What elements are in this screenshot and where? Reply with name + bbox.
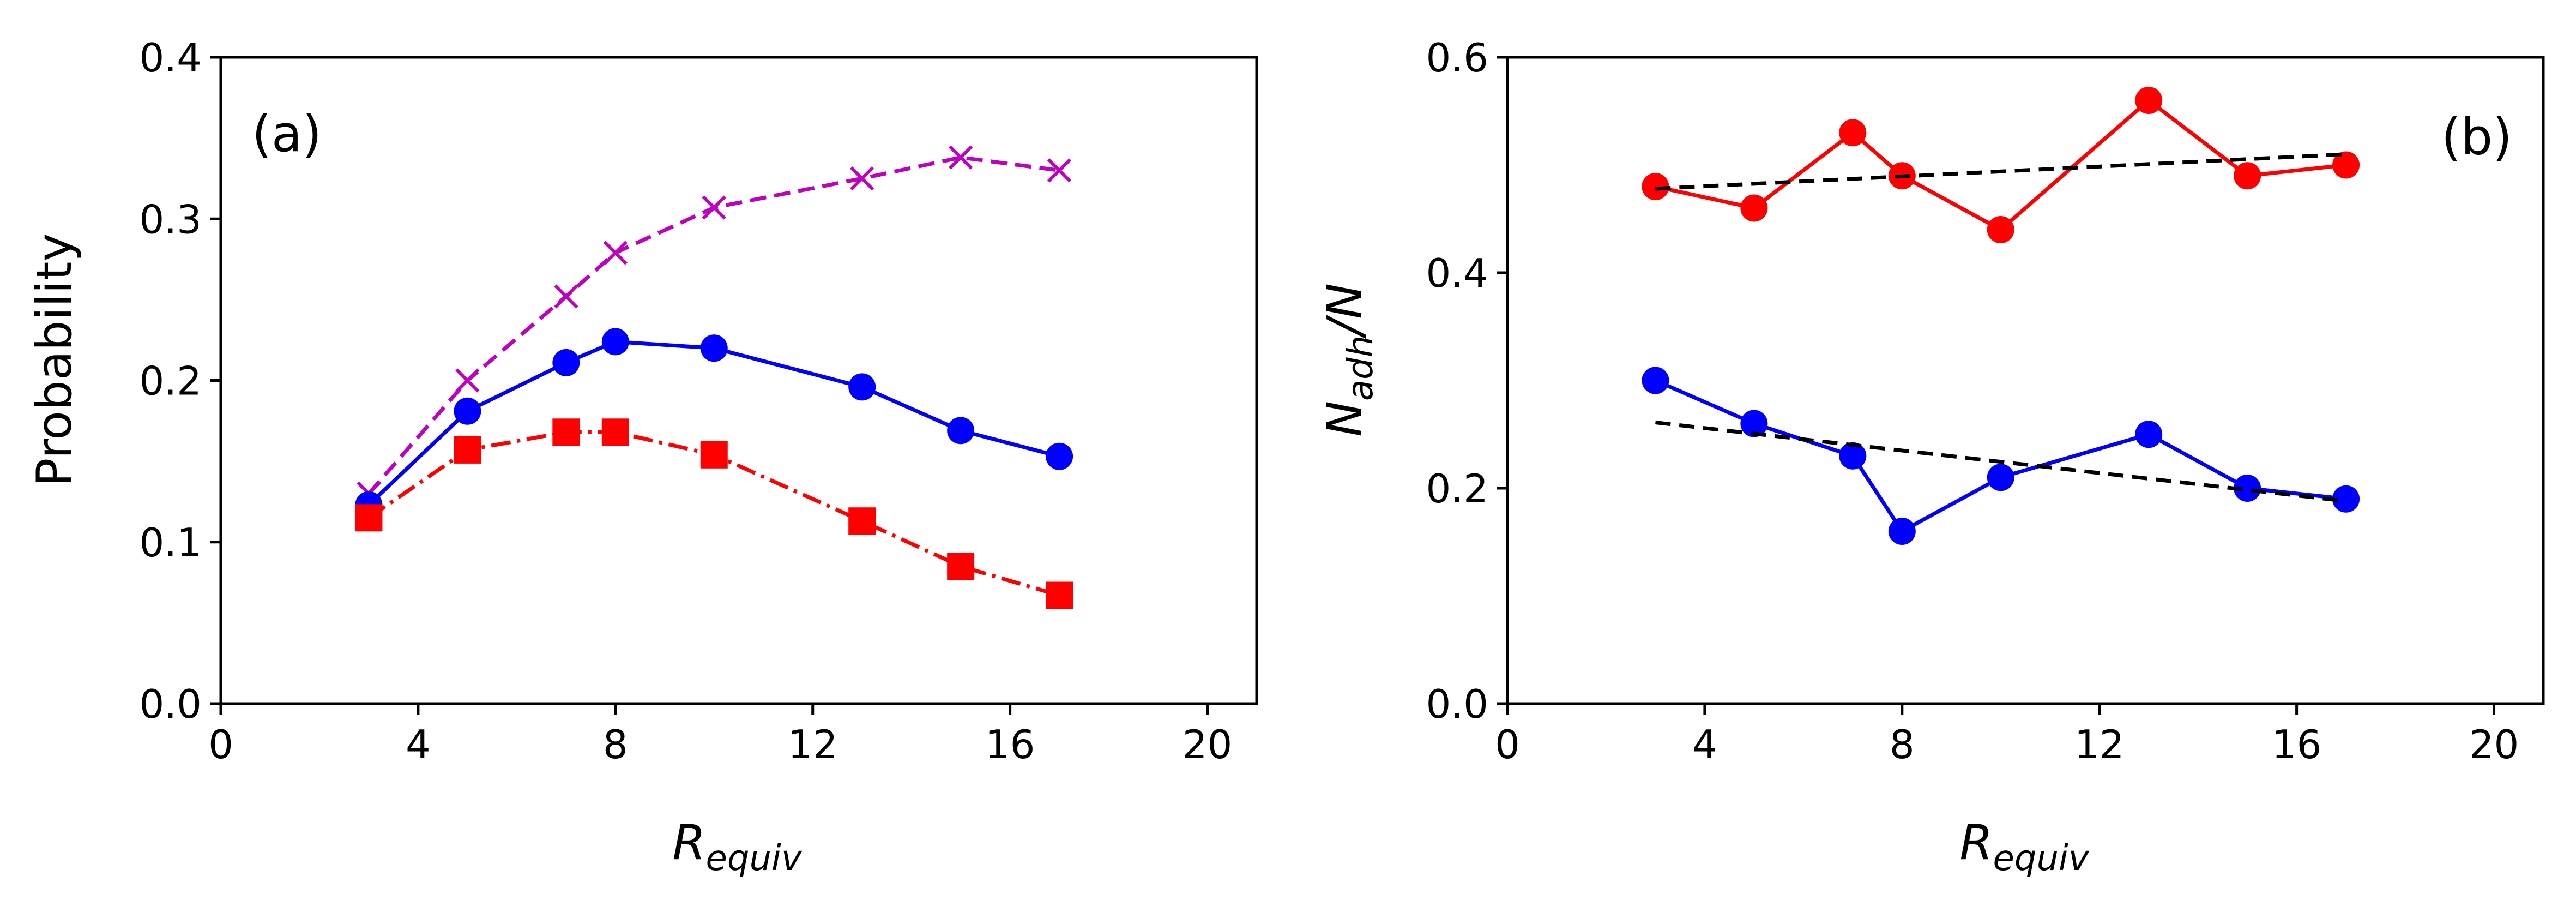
panel-a-xtick-label: 20: [1183, 722, 1233, 767]
panel-a-ylabel: Probability: [26, 233, 82, 487]
panel-b-ylabel-main-1: N: [1317, 401, 1373, 437]
panel-a-ytick-label: 0.1: [139, 520, 202, 566]
panel-b-xlabel: Requiv: [1959, 814, 2090, 879]
panel-a-point-red-dashdot-square: [454, 436, 481, 464]
panel-a-xlabel: Requiv: [672, 814, 803, 879]
panel-b-ylabel: Nadh/N: [1317, 283, 1381, 437]
panel-a-point-red-dashdot-square: [848, 507, 876, 535]
panel-b-series-red-fit-line: [1655, 152, 2346, 191]
panel-a-point-blue-solid-circle: [947, 417, 975, 445]
panel-b-point-blue-solid-circle: [1642, 367, 1669, 394]
panel-a-point-magenta-dashed-x: [603, 241, 628, 265]
panel-b-ticks: 0 4 8 12 16 20 0.0 0.2 0.4 0.6: [1426, 35, 2519, 767]
panel-a-xlabel-sub: equiv: [705, 838, 802, 879]
panel-b-point-red-solid-circle: [2234, 162, 2261, 190]
panel-b-point-red-solid-circle: [2135, 87, 2163, 114]
panel-b-xlabel-sub: equiv: [1993, 838, 2089, 879]
panel-b-point-red-solid-circle: [1839, 119, 1867, 147]
panel-a-frame: [219, 56, 1258, 705]
panel-b-label: (b): [2441, 108, 2512, 166]
panel-b-point-red-solid-circle: [1987, 216, 2014, 243]
panel-a-xtick-label: 8: [603, 722, 628, 767]
panel-b-xtick-label: 16: [2272, 722, 2322, 767]
panel-b-point-red-solid-circle: [1740, 194, 1768, 222]
panel-a-xtick-label: 16: [985, 722, 1035, 767]
panel-a-ytick-label: 0.3: [139, 196, 202, 242]
panel-a-point-red-dashdot-square: [552, 418, 580, 446]
panel-a-series-magenta-dashed-x: [367, 155, 1060, 495]
panel-b-xlabel-main: R: [1959, 814, 1993, 871]
panel-b-ytick-label: 0.4: [1426, 250, 1488, 296]
panel-b-series-red-solid-circle: [1655, 98, 2346, 232]
panel-a-point-red-dashdot-square: [355, 504, 383, 532]
panel-a-ytick-label: 0.4: [139, 35, 202, 81]
panel-b-ytick-label: 0.2: [1426, 466, 1488, 512]
panel-a-ytick-label: 0.2: [139, 358, 202, 404]
panel-a-xtick-label: 4: [406, 722, 431, 767]
panel-b-xtick-label: 12: [2074, 722, 2125, 767]
panel-a-point-magenta-dashed-x: [455, 368, 480, 393]
panel-b-point-blue-solid-circle: [2234, 475, 2261, 502]
panel-a-point-red-dashdot-square: [1046, 581, 1073, 609]
panel-b-point-blue-solid-circle: [2135, 421, 2163, 448]
panel-b-ytick-label: 0.0: [1426, 681, 1488, 727]
panel-b-ylabel-main-2: /N: [1317, 283, 1373, 339]
panel-b-series-blue-fit-line: [1655, 421, 2346, 503]
panel-b-series-blue-solid-circle: [1655, 379, 2346, 533]
panel-b-xtick-label: 8: [1890, 722, 1915, 767]
panel-a-point-blue-solid-circle: [848, 373, 876, 401]
panel-b-ytick-label: 0.6: [1426, 35, 1488, 81]
panel-a-ytick-label: 0.0: [139, 681, 202, 727]
panel-a-point-magenta-dashed-x: [1047, 158, 1072, 183]
panel-b-point-blue-solid-circle: [1740, 410, 1768, 437]
panel-a-point-blue-solid-circle: [552, 349, 580, 376]
panel-a-ticks: 0 4 8 12 16 20 0.0 0.1 0.2 0.3 0.4: [139, 35, 1232, 767]
panel-b-xtick-label: 20: [2469, 722, 2519, 767]
panel-b: 0 4 8 12 16 20 0.0 0.2 0.4 0.6 (b) Nadh/N Requiv: [1317, 35, 2545, 879]
panel-a-point-blue-solid-circle: [1046, 442, 1073, 470]
panel-a-series-red-dashdot-square: [367, 430, 1060, 597]
panel-b-point-blue-solid-circle: [1888, 518, 1916, 545]
panel-b-point-red-solid-circle: [1642, 173, 1669, 200]
panel-a-point-magenta-dashed-x: [949, 145, 973, 170]
panel-a-point-red-dashdot-square: [947, 553, 975, 580]
panel-a-series-blue-solid-circle: [367, 339, 1060, 507]
panel-b-point-blue-solid-circle: [1839, 442, 1867, 470]
panel-b-ylabel-sub: adh: [1341, 335, 1381, 401]
panel-a-label: (a): [252, 105, 322, 163]
panel-a-point-magenta-dashed-x: [702, 195, 726, 220]
panel-a: 0 4 8 12 16 20 0.0 0.1 0.2 0.3 0.4 (a) Probability…: [26, 35, 1258, 879]
panel-b-point-red-solid-circle: [2332, 151, 2360, 179]
panel-a-marks: [355, 145, 1073, 609]
panel-a-xtick-label: 12: [788, 722, 838, 767]
panel-b-marks: [1642, 87, 2360, 545]
panel-b-frame: [1506, 56, 2545, 705]
panel-b-xtick-label: 4: [1692, 722, 1717, 767]
panel-a-point-red-dashdot-square: [700, 441, 728, 469]
panel-b-xtick-label: 0: [1495, 722, 1520, 767]
panel-a-point-blue-solid-circle: [454, 397, 481, 425]
panel-b-point-blue-solid-circle: [1987, 464, 2014, 491]
panel-a-point-blue-solid-circle: [700, 334, 728, 362]
panel-a-xlabel-main: R: [672, 814, 705, 871]
panel-a-point-magenta-dashed-x: [554, 284, 578, 309]
panel-a-xtick-label: 0: [208, 722, 233, 767]
panel-a-point-blue-solid-circle: [601, 328, 629, 356]
panel-b-point-blue-solid-circle: [2332, 485, 2360, 513]
panel-a-point-magenta-dashed-x: [850, 166, 874, 191]
panel-a-point-red-dashdot-square: [601, 418, 629, 446]
